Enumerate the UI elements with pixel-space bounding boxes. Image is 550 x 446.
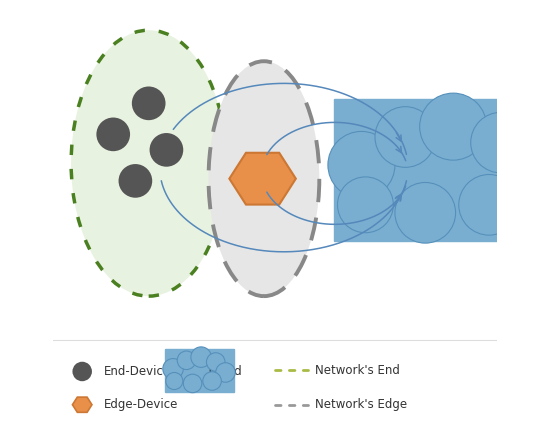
Polygon shape [229, 153, 296, 205]
Polygon shape [73, 397, 92, 412]
Text: Cloud: Cloud [208, 365, 242, 378]
Circle shape [191, 347, 211, 368]
Circle shape [420, 93, 487, 160]
Text: Network's Edge: Network's Edge [315, 398, 407, 411]
Circle shape [206, 353, 225, 371]
Text: Edge-Device: Edge-Device [104, 398, 179, 411]
Circle shape [183, 374, 202, 393]
Circle shape [395, 182, 455, 243]
Circle shape [119, 164, 152, 198]
Circle shape [328, 132, 395, 198]
Circle shape [459, 174, 519, 235]
Ellipse shape [71, 30, 226, 296]
Text: Network's End: Network's End [315, 363, 400, 377]
Circle shape [375, 107, 436, 167]
Bar [164, 349, 234, 392]
Circle shape [177, 351, 196, 370]
Circle shape [203, 372, 221, 390]
Circle shape [150, 133, 183, 167]
Ellipse shape [208, 61, 320, 296]
Circle shape [338, 177, 393, 233]
Text: End-Device: End-Device [104, 365, 172, 378]
Circle shape [132, 87, 166, 120]
Circle shape [216, 363, 235, 382]
Circle shape [163, 359, 183, 379]
Circle shape [96, 117, 130, 151]
Bar [333, 99, 550, 241]
Circle shape [501, 145, 550, 209]
Circle shape [166, 372, 183, 389]
Circle shape [471, 112, 531, 173]
Circle shape [73, 362, 92, 381]
